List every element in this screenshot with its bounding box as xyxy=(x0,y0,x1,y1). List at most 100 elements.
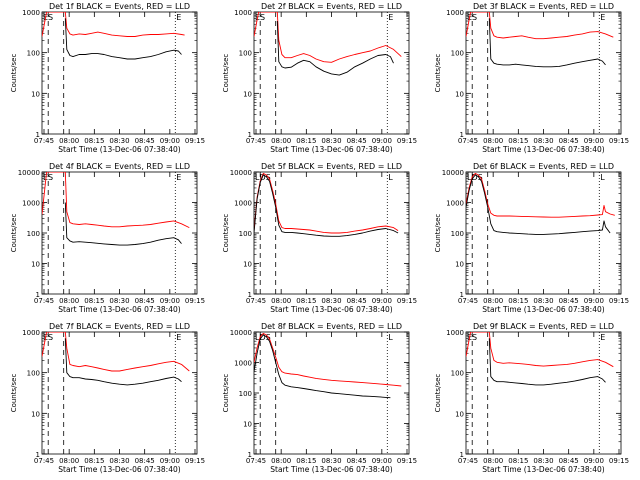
marker-label-start: ES xyxy=(43,173,53,182)
y-tick-label: 10 xyxy=(455,410,464,418)
plot-frame xyxy=(41,331,198,455)
y-tick-label: 100 xyxy=(27,50,40,58)
y-tick-label: 1 xyxy=(460,451,464,459)
x-tick-label: 09:15 xyxy=(185,137,205,145)
x-tick-label: 08:00 xyxy=(271,297,291,305)
marker-label-end: E xyxy=(176,333,181,342)
x-tick-label: 09:15 xyxy=(185,297,205,305)
x-axis-label: Start Time (13-Dec-06 07:38:40) xyxy=(482,145,604,154)
x-tick-label: 09:00 xyxy=(584,297,604,305)
y-axis-label: Counts/sec xyxy=(434,214,442,253)
x-tick-label: 07:45 xyxy=(246,457,266,465)
y-tick-label: 1 xyxy=(248,131,252,139)
detector-panel-9: Det 9f BLACK = Events, RED = LLD 1 10 100 10… xyxy=(434,322,629,474)
x-tick-label: 08:45 xyxy=(559,297,579,305)
series-line-lld xyxy=(42,12,185,37)
x-tick-label: 08:15 xyxy=(508,137,528,145)
plot-frame xyxy=(465,11,622,135)
panel-title: Det 2f BLACK = Events, RED = LLD xyxy=(261,2,402,11)
x-tick-label: 09:15 xyxy=(609,297,629,305)
x-tick-label: 08:00 xyxy=(271,137,291,145)
y-tick-label: 10 xyxy=(243,261,252,269)
panel-title: Det 3f BLACK = Events, RED = LLD xyxy=(473,2,614,11)
x-tick-label: 09:15 xyxy=(397,137,417,145)
y-tick-label: 10 xyxy=(243,90,252,98)
marker-label-start: LDS xyxy=(255,173,271,182)
detector-panel-2: Det 2f BLACK = Events, RED = LLD 1 10 100 10… xyxy=(222,2,417,154)
y-tick-label: 100 xyxy=(239,230,252,238)
x-tick-label: 08:30 xyxy=(109,137,129,145)
y-axis-label: Counts/sec xyxy=(222,374,230,413)
x-tick-label: 08:00 xyxy=(59,137,79,145)
x-tick-label: 08:00 xyxy=(59,297,79,305)
x-tick-label: 07:45 xyxy=(34,457,54,465)
y-tick-label: 1 xyxy=(36,131,40,139)
x-tick-label: 07:45 xyxy=(458,297,478,305)
x-tick-label: 09:00 xyxy=(584,137,604,145)
y-tick-label: 100 xyxy=(27,370,40,378)
y-tick-label: 10 xyxy=(31,90,40,98)
x-tick-label: 08:00 xyxy=(483,297,503,305)
marker-label-start: ES xyxy=(43,333,53,342)
x-tick-label: 08:00 xyxy=(483,457,503,465)
y-tick-label: 1000 xyxy=(446,9,464,17)
marker-label-end: E xyxy=(388,13,393,22)
series-group xyxy=(466,172,615,235)
panel-title: Det 5f BLACK = Events, RED = LLD xyxy=(261,162,402,171)
x-tick-label: 07:45 xyxy=(458,457,478,465)
panel-title: Det 8f BLACK = Events, RED = LLD xyxy=(261,322,402,331)
x-tick-label: 09:00 xyxy=(372,297,392,305)
y-tick-label: 100 xyxy=(239,50,252,58)
y-tick-label: 1 xyxy=(36,291,40,299)
series-line-lld xyxy=(254,12,402,63)
x-axis-label: Start Time (13-Dec-06 07:38:40) xyxy=(270,305,392,314)
x-tick-label: 09:00 xyxy=(372,457,392,465)
x-axis-label: Start Time (13-Dec-06 07:38:40) xyxy=(58,145,180,154)
series-line-events xyxy=(64,18,182,60)
x-tick-label: 08:45 xyxy=(135,297,155,305)
x-tick-label: 08:15 xyxy=(84,137,104,145)
x-tick-label: 09:15 xyxy=(609,457,629,465)
plot-frame xyxy=(41,11,198,135)
y-tick-label: 1 xyxy=(248,291,252,299)
series-line-events xyxy=(254,334,391,399)
series-group xyxy=(42,332,190,386)
x-tick-label: 07:45 xyxy=(246,137,266,145)
y-axis-label: Counts/sec xyxy=(10,374,18,413)
x-tick-label: 08:30 xyxy=(321,457,341,465)
x-tick-label: 07:45 xyxy=(246,297,266,305)
series-group xyxy=(254,12,402,76)
marker-label-end: E xyxy=(600,13,605,22)
x-axis-label: Start Time (13-Dec-06 07:38:40) xyxy=(58,305,180,314)
x-tick-label: 08:45 xyxy=(559,137,579,145)
series-line-events xyxy=(276,20,394,76)
marker-label-end: L xyxy=(388,173,393,182)
y-tick-label: 1 xyxy=(460,131,464,139)
panel-title: Det 6f BLACK = Events, RED = LLD xyxy=(473,162,614,171)
x-tick-label: 09:00 xyxy=(160,137,180,145)
panel-title: Det 9f BLACK = Events, RED = LLD xyxy=(473,322,614,331)
y-tick-label: 100 xyxy=(451,230,464,238)
series-group xyxy=(42,12,185,60)
x-tick-label: 08:15 xyxy=(84,457,104,465)
x-tick-label: 08:45 xyxy=(135,457,155,465)
x-tick-label: 07:45 xyxy=(34,297,54,305)
marker-label-end: E xyxy=(176,173,181,182)
x-tick-label: 07:45 xyxy=(458,137,478,145)
marker-label-start: LDS xyxy=(467,173,483,182)
x-tick-label: 08:15 xyxy=(508,457,528,465)
x-axis-label: Start Time (13-Dec-06 07:38:40) xyxy=(482,465,604,474)
y-tick-label: 10 xyxy=(455,90,464,98)
x-axis-label: Start Time (13-Dec-06 07:38:40) xyxy=(482,305,604,314)
y-tick-label: 100 xyxy=(451,370,464,378)
x-tick-label: 09:15 xyxy=(397,297,417,305)
marker-label-start: LDS xyxy=(255,333,271,342)
series-line-events xyxy=(64,202,182,246)
x-tick-label: 08:45 xyxy=(347,137,367,145)
detector-panel-7: Det 7f BLACK = Events, RED = LLD 1 10 100 10… xyxy=(10,322,205,474)
x-tick-label: 08:45 xyxy=(347,457,367,465)
series-line-lld xyxy=(466,12,614,40)
y-axis-label: Counts/sec xyxy=(10,54,18,93)
y-tick-label: 1000 xyxy=(22,329,40,337)
